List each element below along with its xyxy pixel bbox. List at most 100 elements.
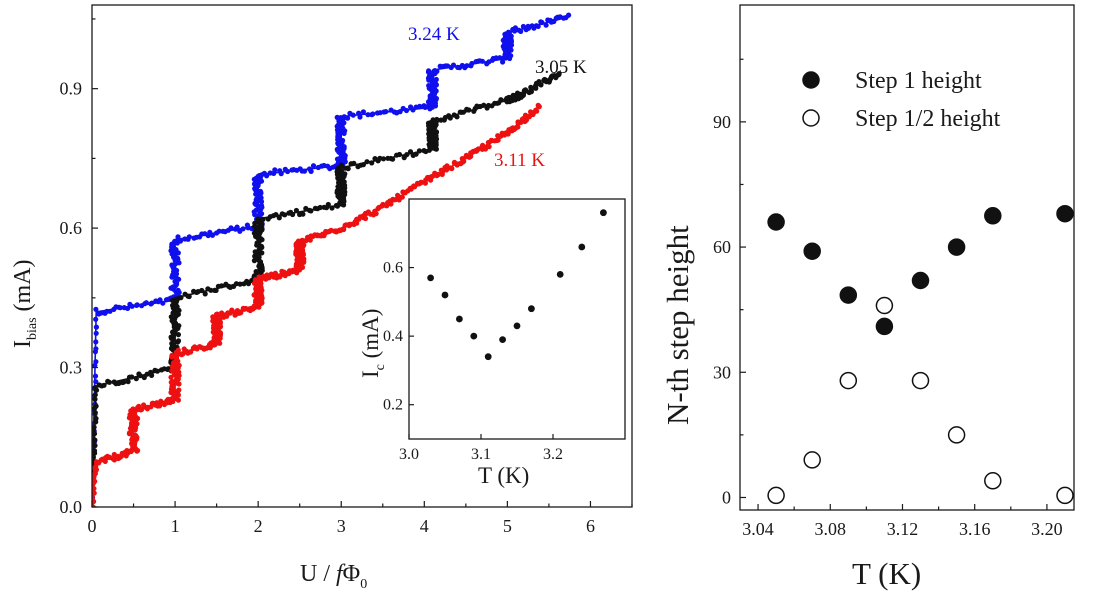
data-point bbox=[175, 347, 181, 353]
data-point bbox=[433, 95, 439, 102]
data-point bbox=[149, 300, 155, 306]
data-point bbox=[203, 345, 210, 351]
series-step-1-2-height bbox=[767, 296, 1074, 505]
data-point bbox=[175, 287, 181, 293]
data-point bbox=[92, 373, 99, 379]
inset-point bbox=[427, 274, 434, 282]
data-point bbox=[210, 314, 216, 320]
data-point bbox=[93, 330, 99, 336]
data-point bbox=[426, 68, 432, 74]
data-point bbox=[454, 114, 460, 120]
step-point-open bbox=[1056, 486, 1074, 505]
data-point bbox=[364, 159, 370, 165]
data-point bbox=[383, 109, 389, 115]
data-point bbox=[169, 378, 175, 385]
data-point bbox=[434, 116, 440, 123]
data-point bbox=[533, 85, 539, 91]
data-point bbox=[202, 291, 208, 297]
data-point bbox=[178, 295, 184, 301]
inset-point bbox=[499, 336, 506, 343]
y-label-unit: (mA) bbox=[10, 259, 36, 317]
data-point bbox=[92, 384, 98, 391]
data-point bbox=[238, 310, 244, 316]
step-point-filled bbox=[947, 238, 966, 256]
data-point bbox=[334, 188, 340, 194]
data-point bbox=[539, 19, 545, 26]
inset-point bbox=[578, 243, 586, 251]
data-point bbox=[357, 114, 363, 120]
inset-x-axis-label: T (K) bbox=[478, 463, 529, 488]
legend-marker-open bbox=[802, 109, 820, 127]
series-label-3-05k: 3.05 K bbox=[535, 57, 587, 78]
data-point bbox=[450, 62, 457, 68]
data-point bbox=[175, 234, 181, 240]
inset-point bbox=[484, 353, 492, 361]
data-point bbox=[461, 158, 467, 164]
data-point bbox=[93, 359, 99, 365]
data-point bbox=[260, 216, 266, 222]
data-point bbox=[399, 194, 405, 200]
data-point bbox=[92, 438, 96, 444]
data-point bbox=[272, 167, 278, 173]
data-point bbox=[101, 382, 107, 388]
data-point bbox=[534, 108, 540, 114]
legend-label-step-1: Step 1 height bbox=[855, 68, 982, 94]
step-plot-frame bbox=[739, 4, 1075, 511]
data-point bbox=[317, 204, 323, 211]
inset-layer: 3.0 3.1 3.2 0.2 0.4 0.6 bbox=[383, 209, 607, 463]
data-point bbox=[137, 373, 143, 379]
step-y-tick-label: 30 bbox=[713, 362, 731, 382]
data-point bbox=[307, 237, 313, 243]
data-point bbox=[440, 169, 446, 175]
data-point bbox=[278, 171, 284, 177]
data-point bbox=[93, 403, 99, 409]
data-point bbox=[325, 201, 331, 208]
data-point bbox=[369, 160, 375, 166]
x-tick-label: 4 bbox=[420, 516, 429, 536]
step-x-tick-label: 3.20 bbox=[1031, 519, 1063, 539]
data-point bbox=[536, 104, 542, 110]
data-point bbox=[257, 188, 263, 194]
data-point bbox=[92, 490, 95, 496]
data-point bbox=[92, 485, 97, 492]
data-point bbox=[301, 168, 308, 174]
x-tick-label: 1 bbox=[171, 516, 180, 536]
data-point bbox=[253, 269, 259, 275]
data-point bbox=[92, 498, 97, 505]
data-point bbox=[506, 30, 512, 36]
data-point bbox=[149, 372, 155, 378]
data-point bbox=[207, 345, 213, 351]
data-point bbox=[125, 305, 131, 311]
data-point bbox=[396, 151, 403, 158]
inset-x-tick-label: 3.1 bbox=[471, 446, 491, 463]
step-point-open bbox=[803, 451, 821, 469]
data-point bbox=[390, 156, 396, 162]
data-point bbox=[308, 168, 314, 174]
data-point bbox=[172, 238, 178, 244]
data-point bbox=[413, 151, 419, 157]
data-point bbox=[93, 316, 99, 322]
data-point bbox=[254, 278, 261, 284]
step-point-open bbox=[839, 371, 858, 390]
data-point bbox=[335, 165, 341, 171]
data-point bbox=[98, 310, 104, 316]
data-point bbox=[518, 28, 524, 34]
data-point bbox=[121, 379, 127, 385]
data-point bbox=[479, 58, 485, 64]
inset-frame bbox=[408, 198, 626, 440]
data-point bbox=[338, 162, 345, 168]
y-label-i: I bbox=[10, 340, 36, 348]
data-point bbox=[157, 403, 163, 409]
data-point bbox=[285, 168, 291, 175]
data-point bbox=[362, 215, 369, 222]
iv-tick-layer: 0 1 2 3 4 5 6 0.0 0.3 0.6 0.9 bbox=[60, 18, 633, 536]
data-point bbox=[213, 287, 219, 293]
data-point bbox=[543, 22, 549, 28]
data-point bbox=[535, 23, 541, 29]
data-point bbox=[102, 458, 108, 464]
data-point bbox=[234, 224, 240, 230]
data-point bbox=[216, 228, 222, 234]
data-point bbox=[188, 349, 194, 355]
data-point bbox=[93, 324, 99, 330]
